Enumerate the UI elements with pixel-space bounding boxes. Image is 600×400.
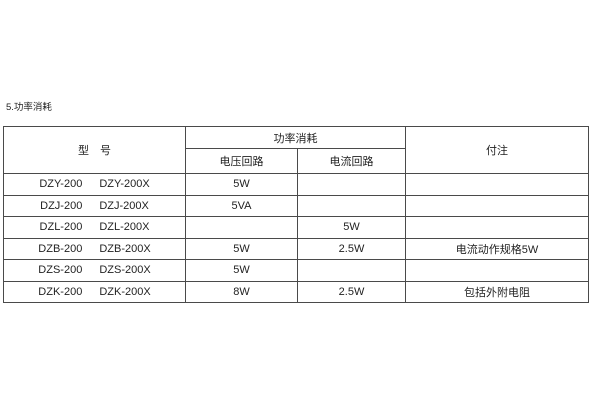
model-cell: DZJ-200 DZJ-200X [3, 194, 186, 217]
model-name: DZY-200X [99, 178, 150, 191]
model-cell: DZL-200 DZL-200X [3, 216, 186, 239]
model-name: DZB-200 [38, 242, 83, 255]
voltage-value: 8W [185, 280, 298, 303]
model-name: DZS-200X [99, 264, 151, 277]
current-value [297, 173, 406, 196]
current-value: 2.5W [297, 237, 406, 260]
header-current-circuit: 电流回路 [297, 148, 406, 174]
current-value [297, 194, 406, 217]
section-title: 5.功率消耗 [6, 102, 52, 113]
header-power-group: 功率消耗 [185, 126, 406, 149]
note-value [405, 194, 589, 217]
header-voltage-circuit: 电压回路 [185, 148, 298, 174]
voltage-value [185, 216, 298, 239]
header-model: 型 号 [3, 126, 186, 174]
note-value [405, 259, 589, 282]
header-row-1: 型 号 功率消耗 付注 [3, 126, 589, 174]
model-name: DZL-200X [99, 221, 150, 234]
note-value: 包括外附电阻 [405, 280, 589, 303]
voltage-value: 5VA [185, 194, 298, 217]
note-value [405, 216, 589, 239]
model-name: DZY-200 [39, 178, 83, 191]
model-name: DZK-200X [99, 285, 151, 298]
table-row: DZY-200 DZY-200X 5W [3, 173, 589, 196]
power-consumption-table: 型 号 功率消耗 付注 电压回路 电流回路 DZY-200 DZY-200X 5… [3, 126, 589, 303]
table-row: DZS-200 DZS-200X 5W [3, 259, 589, 282]
current-value [297, 259, 406, 282]
model-name: DZK-200 [38, 285, 83, 298]
model-cell: DZB-200 DZB-200X [3, 237, 186, 260]
model-name: DZJ-200 [40, 199, 83, 212]
model-name: DZJ-200X [99, 199, 149, 212]
table-row: DZL-200 DZL-200X 5W [3, 216, 589, 239]
model-cell: DZK-200 DZK-200X [3, 280, 186, 303]
voltage-value: 5W [185, 259, 298, 282]
current-value: 5W [297, 216, 406, 239]
header-note: 付注 [405, 126, 589, 174]
voltage-value: 5W [185, 173, 298, 196]
table-row: DZB-200 DZB-200X 5W 2.5W 电流动作规格5W [3, 237, 589, 260]
note-value [405, 173, 589, 196]
model-name: DZL-200 [39, 221, 83, 234]
model-cell: DZY-200 DZY-200X [3, 173, 186, 196]
model-cell: DZS-200 DZS-200X [3, 259, 186, 282]
current-value: 2.5W [297, 280, 406, 303]
model-name: DZB-200X [99, 242, 151, 255]
note-value: 电流动作规格5W [405, 237, 589, 260]
header-row-2: 电压回路 电流回路 [4, 148, 589, 174]
table-row: DZJ-200 DZJ-200X 5VA [3, 194, 589, 217]
voltage-value: 5W [185, 237, 298, 260]
table-row: DZK-200 DZK-200X 8W 2.5W 包括外附电阻 [3, 280, 589, 303]
model-name: DZS-200 [38, 264, 83, 277]
